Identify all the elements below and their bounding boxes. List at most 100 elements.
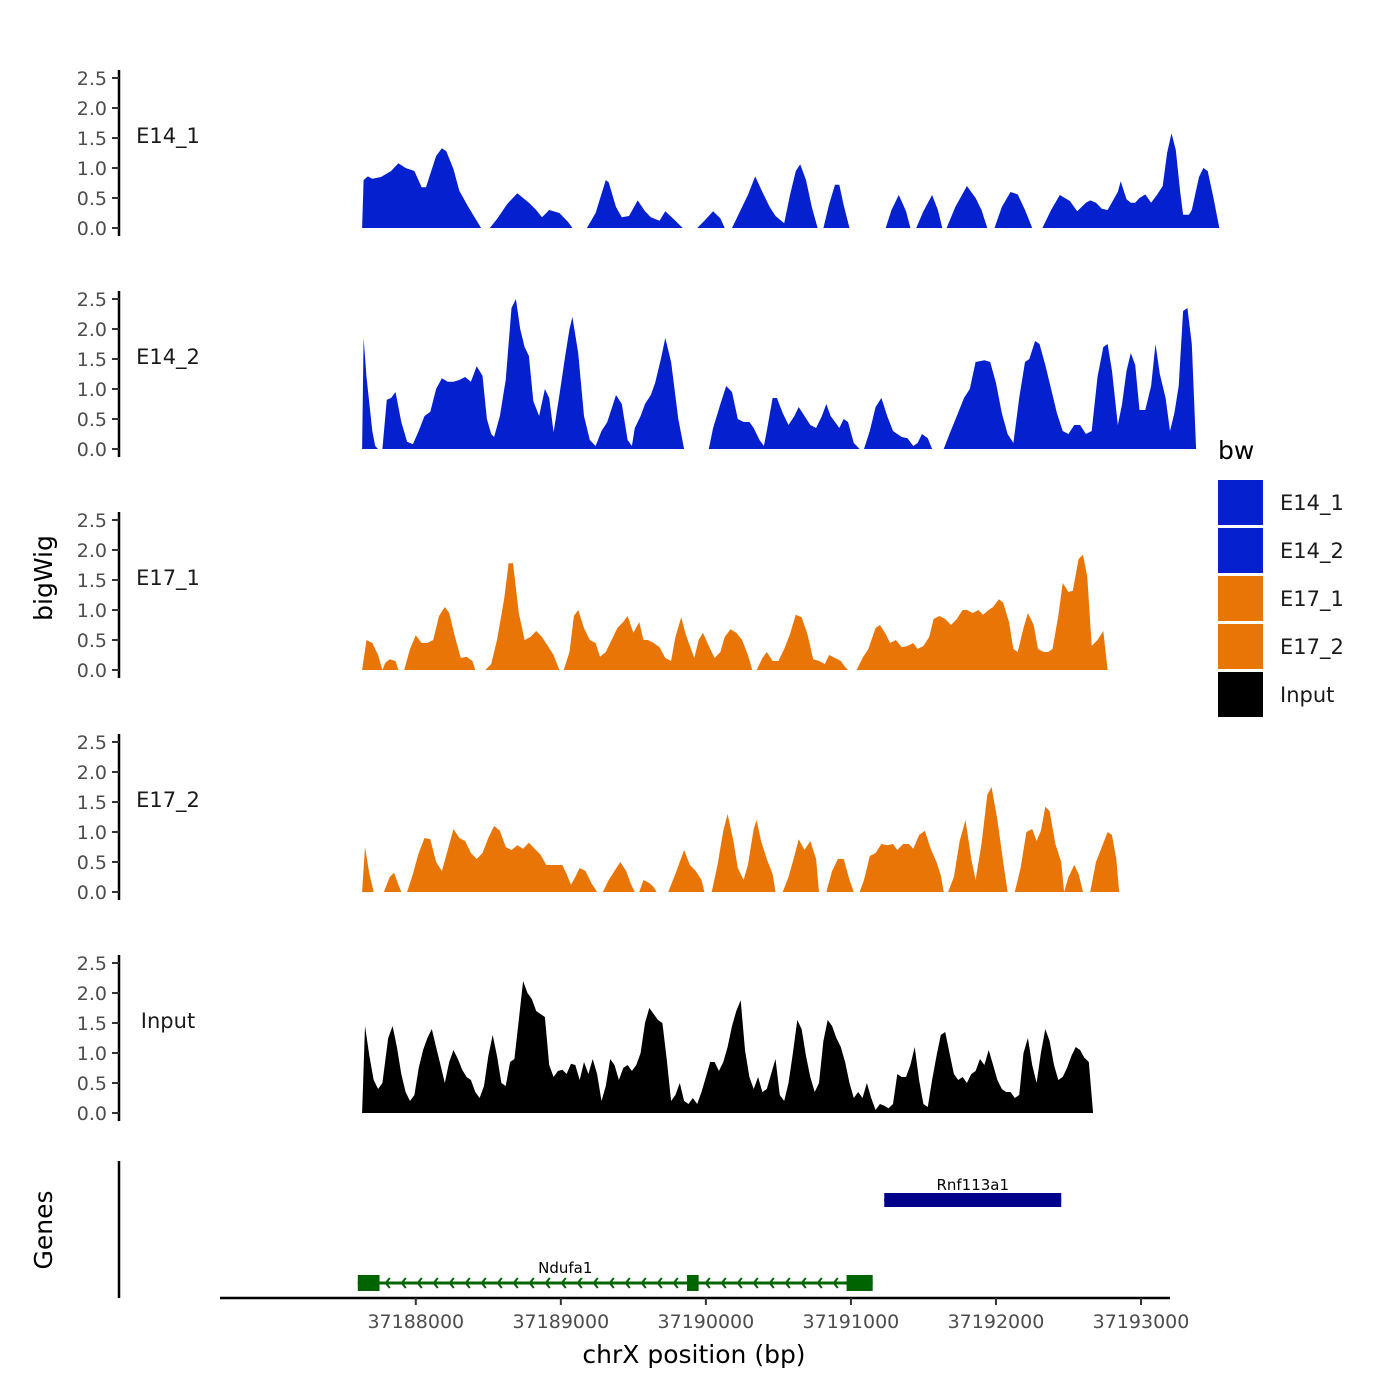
strand-chevron [640, 1277, 647, 1289]
coverage-area-E14_1 [732, 164, 818, 228]
coverage-area-E17_2 [383, 872, 402, 892]
strand-chevron [800, 1277, 807, 1289]
coverage-area-E14_1 [885, 195, 911, 228]
coverage-area-E14_2 [362, 338, 379, 449]
x-axis: 37188000 37189000 37190000 37191000 37192000… [220, 1296, 1189, 1333]
strand-chevron [576, 1277, 583, 1289]
gene-exon [884, 1193, 1062, 1207]
coverage-area-E14_2 [864, 398, 935, 449]
coverage-area-E17_2 [826, 859, 854, 892]
gene-label: Ndufa1 [538, 1259, 592, 1277]
strand-chevron [480, 1277, 487, 1289]
strand-chevron [544, 1277, 551, 1289]
strand-chevron [624, 1277, 631, 1289]
legend-label: E14_2 [1280, 539, 1344, 564]
coverage-area-E17_2 [407, 826, 598, 892]
strand-chevron [672, 1277, 679, 1289]
strand-chevron [736, 1277, 743, 1289]
x-tick-label: 37189000 [512, 1311, 609, 1333]
gene-exon [846, 1275, 873, 1291]
track-label: E17_2 [136, 788, 200, 813]
x-tick-label: 37188000 [367, 1311, 464, 1333]
gene-Ndufa1: Ndufa1 [357, 1259, 873, 1291]
strand-chevron [448, 1277, 455, 1289]
track-E14_2: 0.0 0.5 1.0 1.5 2.0 2.5 E14_2 [77, 289, 1197, 461]
y-tick-label: 2.5 [77, 289, 107, 311]
x-tick-label: 37191000 [803, 1311, 900, 1333]
coverage-area-E17_1 [362, 640, 399, 670]
strand-chevron [464, 1277, 471, 1289]
track-label: Input [141, 1009, 195, 1033]
y-tick-label: 2.0 [77, 540, 107, 562]
y-tick-label: 0.5 [77, 630, 107, 652]
strand-chevron [384, 1277, 391, 1289]
strand-chevron [608, 1277, 615, 1289]
coverage-area-E14_2 [943, 308, 1197, 449]
coverage-area-E14_1 [916, 195, 943, 228]
strand-chevron [752, 1277, 759, 1289]
y-tick-label: 2.0 [77, 319, 107, 341]
x-axis-title: chrX position (bp) [582, 1340, 805, 1369]
strand-chevron [656, 1277, 663, 1289]
legend-swatch-E17_2 [1218, 624, 1263, 669]
y-tick-label: 1.0 [77, 379, 107, 401]
strand-chevron [560, 1277, 567, 1289]
legend-label: E14_1 [1280, 491, 1344, 516]
strand-chevron [784, 1277, 791, 1289]
y-tick-label: 0.5 [77, 1073, 107, 1095]
y-tick-label: 1.5 [77, 570, 107, 592]
coverage-area-E14_1 [586, 180, 683, 228]
gene-exon [357, 1275, 380, 1291]
coverage-area-E14_1 [823, 184, 850, 228]
gene-exon [687, 1275, 699, 1291]
coverage-area-E14_2 [382, 299, 685, 449]
y-tick-label: 1.0 [77, 822, 107, 844]
coverage-area-E14_1 [489, 193, 573, 228]
coverage-area-E14_1 [946, 186, 988, 228]
y-tick-label: 2.5 [77, 510, 107, 532]
coverage-area-E14_1 [697, 211, 725, 228]
coverage-area-E17_2 [711, 814, 776, 892]
legend-swatch-Input [1218, 672, 1263, 717]
legend: bw E14_1 E14_2 E17_1 E17_2 Input [1218, 436, 1344, 717]
coverage-area-E17_2 [602, 862, 635, 892]
strand-chevron [432, 1277, 439, 1289]
y-axis-title: bigWig [29, 535, 58, 621]
legend-title: bw [1218, 436, 1254, 465]
coverage-area-E17_1 [856, 554, 1108, 670]
gene-Rnf113a1: Rnf113a1 [884, 1176, 1062, 1207]
y-tick-label: 0.5 [77, 852, 107, 874]
coverage-area-E17_2 [782, 839, 819, 892]
coverage-area-E14_1 [362, 148, 482, 228]
y-tick-label: 1.5 [77, 1013, 107, 1035]
y-tick-label: 1.5 [77, 349, 107, 371]
coverage-area-E17_2 [362, 847, 374, 892]
y-tick-label: 0.5 [77, 188, 107, 210]
y-tick-label: 0.0 [77, 439, 107, 461]
track-E14_1: 0.0 0.5 1.0 1.5 2.0 2.5 E14_1 [77, 68, 1220, 240]
genes-axis-title: Genes [29, 1190, 58, 1269]
coverage-area-E17_2 [1090, 832, 1120, 892]
y-tick-label: 2.0 [77, 983, 107, 1005]
strand-chevron [496, 1277, 503, 1289]
track-E17_2: 0.0 0.5 1.0 1.5 2.0 2.5 E17_2 [77, 732, 1120, 904]
strand-chevron [720, 1277, 727, 1289]
coverage-area-E14_2 [708, 386, 860, 449]
coverage-area-E17_1 [756, 614, 848, 670]
coverage-area-E17_2 [668, 850, 705, 892]
strand-chevron [416, 1277, 423, 1289]
track-E17_1: 0.0 0.5 1.0 1.5 2.0 2.5 E17_1 [77, 510, 1108, 682]
legend-swatch-E14_1 [1218, 480, 1263, 525]
strand-chevron [400, 1277, 407, 1289]
strand-chevron [768, 1277, 775, 1289]
y-tick-label: 2.0 [77, 98, 107, 120]
legend-swatch-E14_2 [1218, 528, 1263, 573]
track-label: E14_1 [136, 124, 200, 149]
track-label: E14_2 [136, 345, 200, 370]
y-tick-label: 2.5 [77, 732, 107, 754]
y-tick-label: 0.0 [77, 1103, 107, 1125]
x-tick-label: 37190000 [658, 1311, 755, 1333]
coverage-tracks: 0.0 0.5 1.0 1.5 2.0 2.5 E14_1 0.0 0.5 1.0 1.5 2.0 2.… [77, 68, 1220, 1125]
y-tick-label: 1.5 [77, 792, 107, 814]
y-tick-label: 2.0 [77, 762, 107, 784]
